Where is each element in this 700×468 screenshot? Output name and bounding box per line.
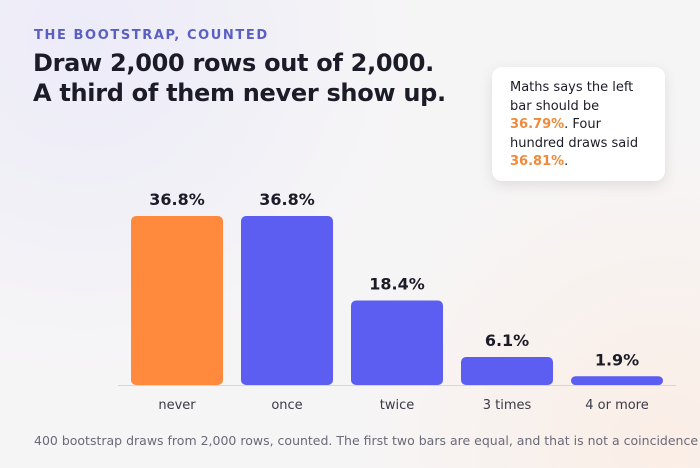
callout-text: . xyxy=(564,154,569,169)
callout-text: Maths says the left bar should be xyxy=(510,80,634,114)
value-label: 18.4% xyxy=(369,275,425,294)
chart-title: Draw 2,000 rows out of 2,000. A third of… xyxy=(33,48,446,108)
bar xyxy=(131,216,223,385)
footnote: 400 bootstrap draws from 2,000 rows, cou… xyxy=(34,433,699,448)
eyebrow: THE BOOTSTRAP, COUNTED xyxy=(34,28,269,43)
x-tick-label: 4 or more xyxy=(585,398,649,413)
bar xyxy=(241,216,333,385)
bar xyxy=(461,356,553,385)
x-tick-label: twice xyxy=(380,398,415,413)
value-label: 1.9% xyxy=(595,350,639,369)
callout-text: . Four hundred draws said xyxy=(510,117,639,151)
bar xyxy=(571,376,663,385)
value-label: 36.8% xyxy=(259,190,315,209)
x-tick-label: never xyxy=(158,398,196,413)
x-tick-label: once xyxy=(271,398,302,413)
title-line: A third of them never show up. xyxy=(33,79,446,107)
value-label: 36.8% xyxy=(149,190,205,209)
title-line: Draw 2,000 rows out of 2,000. xyxy=(33,49,434,77)
callout-highlight: 36.81% xyxy=(510,154,565,169)
bar xyxy=(351,300,443,385)
x-tick-label: 3 times xyxy=(483,398,532,413)
value-label: 6.1% xyxy=(485,331,529,350)
callout: Maths says the left bar should be 36.79%… xyxy=(492,67,665,181)
callout-highlight: 36.79% xyxy=(510,117,565,132)
